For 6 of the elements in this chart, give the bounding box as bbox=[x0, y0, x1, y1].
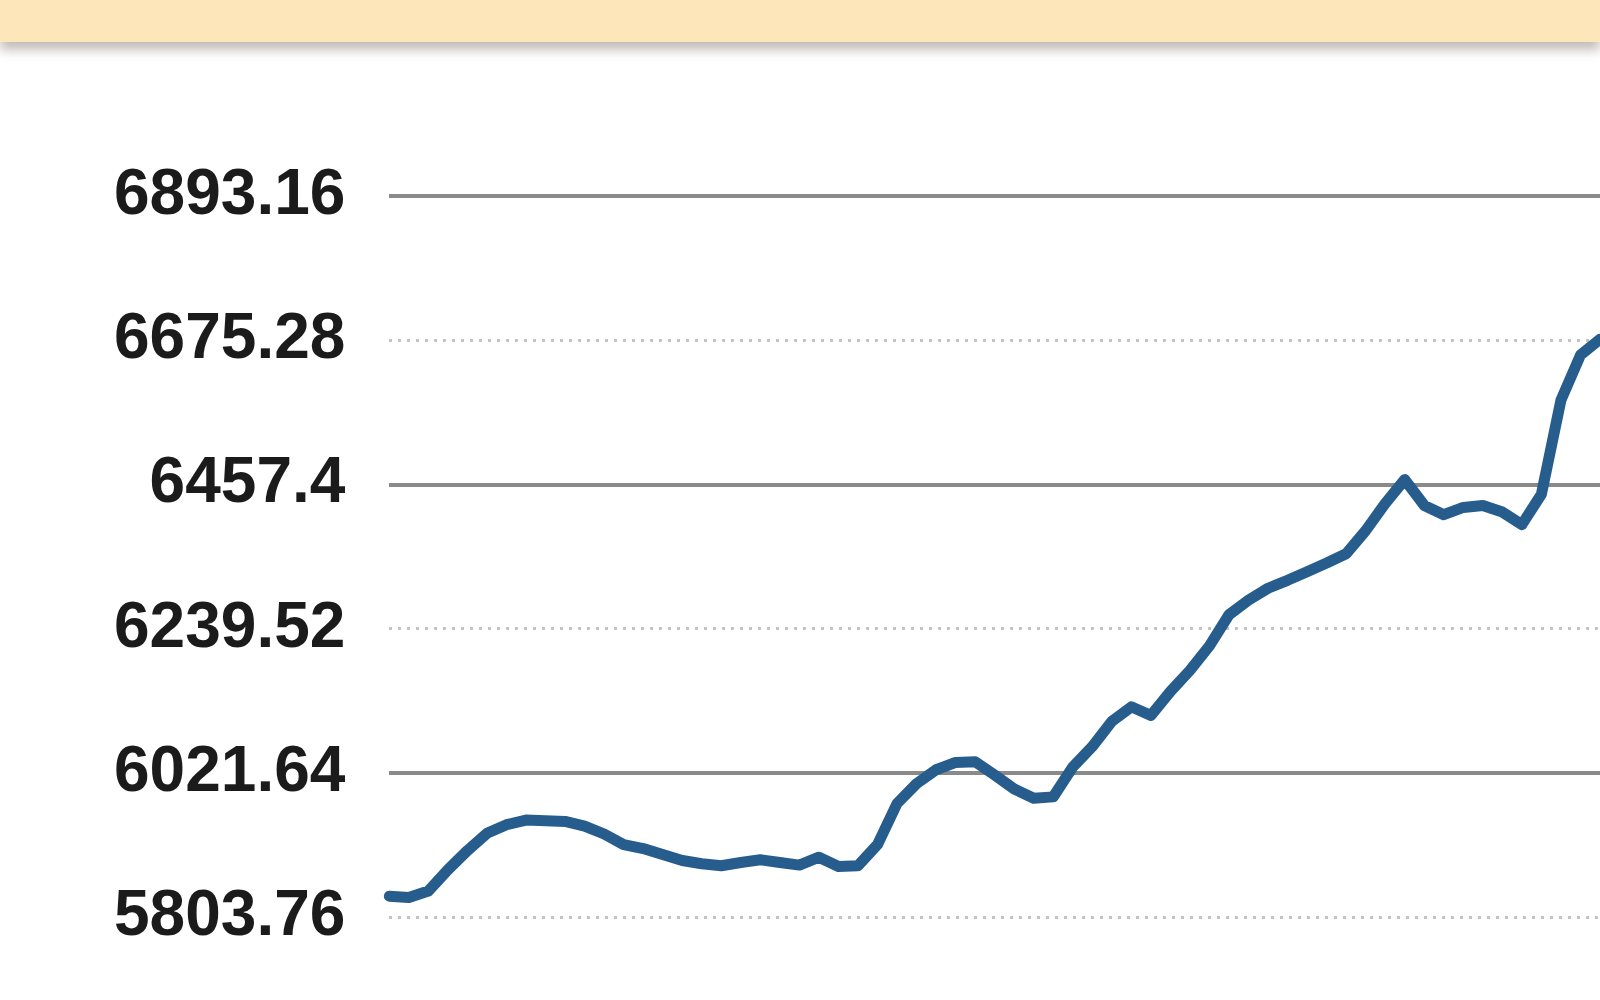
y-tick-label: 6021.64 bbox=[114, 732, 346, 805]
y-tick-label: 6239.52 bbox=[114, 588, 346, 661]
y-tick-label: 6675.28 bbox=[114, 299, 346, 372]
y-tick-label: 6893.16 bbox=[114, 155, 346, 228]
y-tick-label: 6457.4 bbox=[149, 444, 346, 517]
y-tick-label: 5803.76 bbox=[114, 877, 346, 950]
